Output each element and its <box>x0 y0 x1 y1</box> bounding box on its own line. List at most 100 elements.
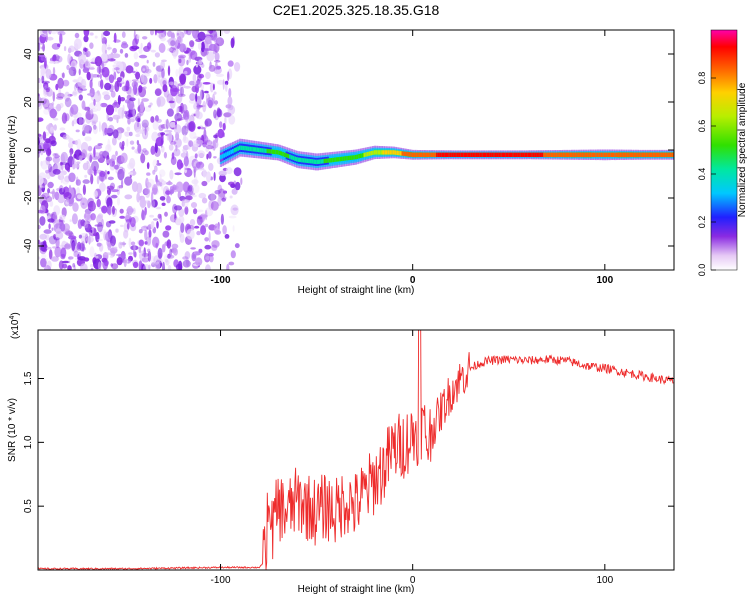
noise-speck <box>99 229 108 235</box>
ridge-cell <box>432 152 435 157</box>
noise-speck <box>107 58 116 62</box>
noise-speck <box>146 236 152 246</box>
noise-speck <box>178 58 182 64</box>
noise-speck <box>183 30 189 35</box>
noise-speck <box>165 118 169 130</box>
noise-speck <box>123 229 129 239</box>
noise-speck <box>120 152 128 164</box>
noise-speck <box>208 252 214 257</box>
noise-speck <box>93 145 103 150</box>
ridge-cell <box>320 159 323 164</box>
colorbar-gradient <box>711 30 737 270</box>
ridge-cell <box>392 150 396 155</box>
ridge-cell <box>427 152 430 157</box>
noise-speck <box>72 91 77 96</box>
noise-speck <box>206 30 210 34</box>
noise-speck <box>113 60 120 65</box>
noise-speck <box>124 131 131 137</box>
noise-speck <box>38 77 41 83</box>
noise-speck <box>55 83 59 91</box>
ridge-cell <box>593 152 596 157</box>
noise-speck <box>41 75 45 84</box>
noise-speck <box>76 161 81 165</box>
ridge-cell <box>615 152 619 157</box>
noise-speck <box>58 87 62 98</box>
noise-speck <box>175 144 178 152</box>
ridge-cell <box>283 152 287 157</box>
noise-speck <box>191 179 199 185</box>
noise-speck <box>167 265 172 270</box>
noise-speck <box>78 234 82 239</box>
noise-speck <box>154 184 162 187</box>
ridge-cell <box>472 152 475 157</box>
noise-speck <box>173 248 178 256</box>
noise-speck <box>127 117 131 125</box>
noise-speck <box>173 124 182 134</box>
noise-speck <box>147 250 152 262</box>
noise-speck <box>196 139 204 145</box>
noise-speck <box>72 263 76 268</box>
noise-speck <box>83 221 89 229</box>
noise-speck <box>224 116 227 125</box>
ridge-cell <box>219 155 223 160</box>
ridge-cell <box>306 158 309 163</box>
ridge-cell <box>294 156 297 161</box>
noise-speck <box>152 236 160 248</box>
noise-speck <box>213 156 217 159</box>
ridge-cell <box>572 152 575 157</box>
ridge-cell <box>626 152 629 157</box>
noise-speck <box>168 131 173 143</box>
noise-speck <box>205 264 211 270</box>
noise-speck <box>197 216 203 220</box>
noise-speck <box>223 112 232 118</box>
noise-speck <box>126 126 131 132</box>
noise-speck <box>67 265 72 270</box>
noise-speck <box>149 77 153 84</box>
noise-speck <box>167 65 171 76</box>
noise-speck <box>113 100 118 106</box>
noise-speck <box>136 122 140 128</box>
noise-speck <box>217 128 225 139</box>
noise-speck <box>80 232 89 238</box>
noise-speck <box>162 261 165 270</box>
snr-plot: -100 0 100 0.5 1.0 1.5 Height of straight li… <box>7 312 675 595</box>
noise-speck <box>68 66 77 77</box>
ridge-cell <box>605 152 608 157</box>
noise-speck <box>230 204 239 216</box>
noise-speck <box>89 264 94 268</box>
noise-speck <box>80 197 88 209</box>
noise-speck <box>108 116 114 122</box>
noise-speck <box>193 64 202 75</box>
snr-y-multiplier: (x104) <box>9 312 21 339</box>
noise-speck <box>176 159 183 170</box>
ridge-cell <box>296 157 299 162</box>
ridge-cell <box>264 148 268 153</box>
noise-speck <box>165 258 169 263</box>
ridge-cell <box>377 150 380 155</box>
ridge-cell <box>494 152 498 157</box>
noise-speck <box>72 89 78 97</box>
noise-speck <box>166 108 174 117</box>
noise-speck <box>38 54 46 58</box>
noise-speck <box>176 118 183 121</box>
noise-speck <box>148 229 152 238</box>
ridge-cell <box>595 152 598 157</box>
ridge-cell <box>424 152 427 157</box>
noise-speck <box>183 156 189 167</box>
noise-speck <box>172 49 177 60</box>
ridge-cell <box>484 152 487 157</box>
noise-speck <box>144 229 148 241</box>
noise-speck <box>89 79 93 89</box>
noise-speck <box>156 160 160 164</box>
noise-speck <box>46 209 49 216</box>
noise-speck <box>192 73 197 83</box>
noise-speck <box>94 224 103 227</box>
noise-speck <box>184 206 189 215</box>
noise-speck <box>125 65 134 74</box>
noise-speck <box>214 60 221 63</box>
ridge-cell <box>510 152 513 157</box>
ridge-cell <box>612 152 615 157</box>
noise-speck <box>110 250 116 257</box>
noise-speck <box>73 84 77 91</box>
noise-speck <box>201 180 208 187</box>
